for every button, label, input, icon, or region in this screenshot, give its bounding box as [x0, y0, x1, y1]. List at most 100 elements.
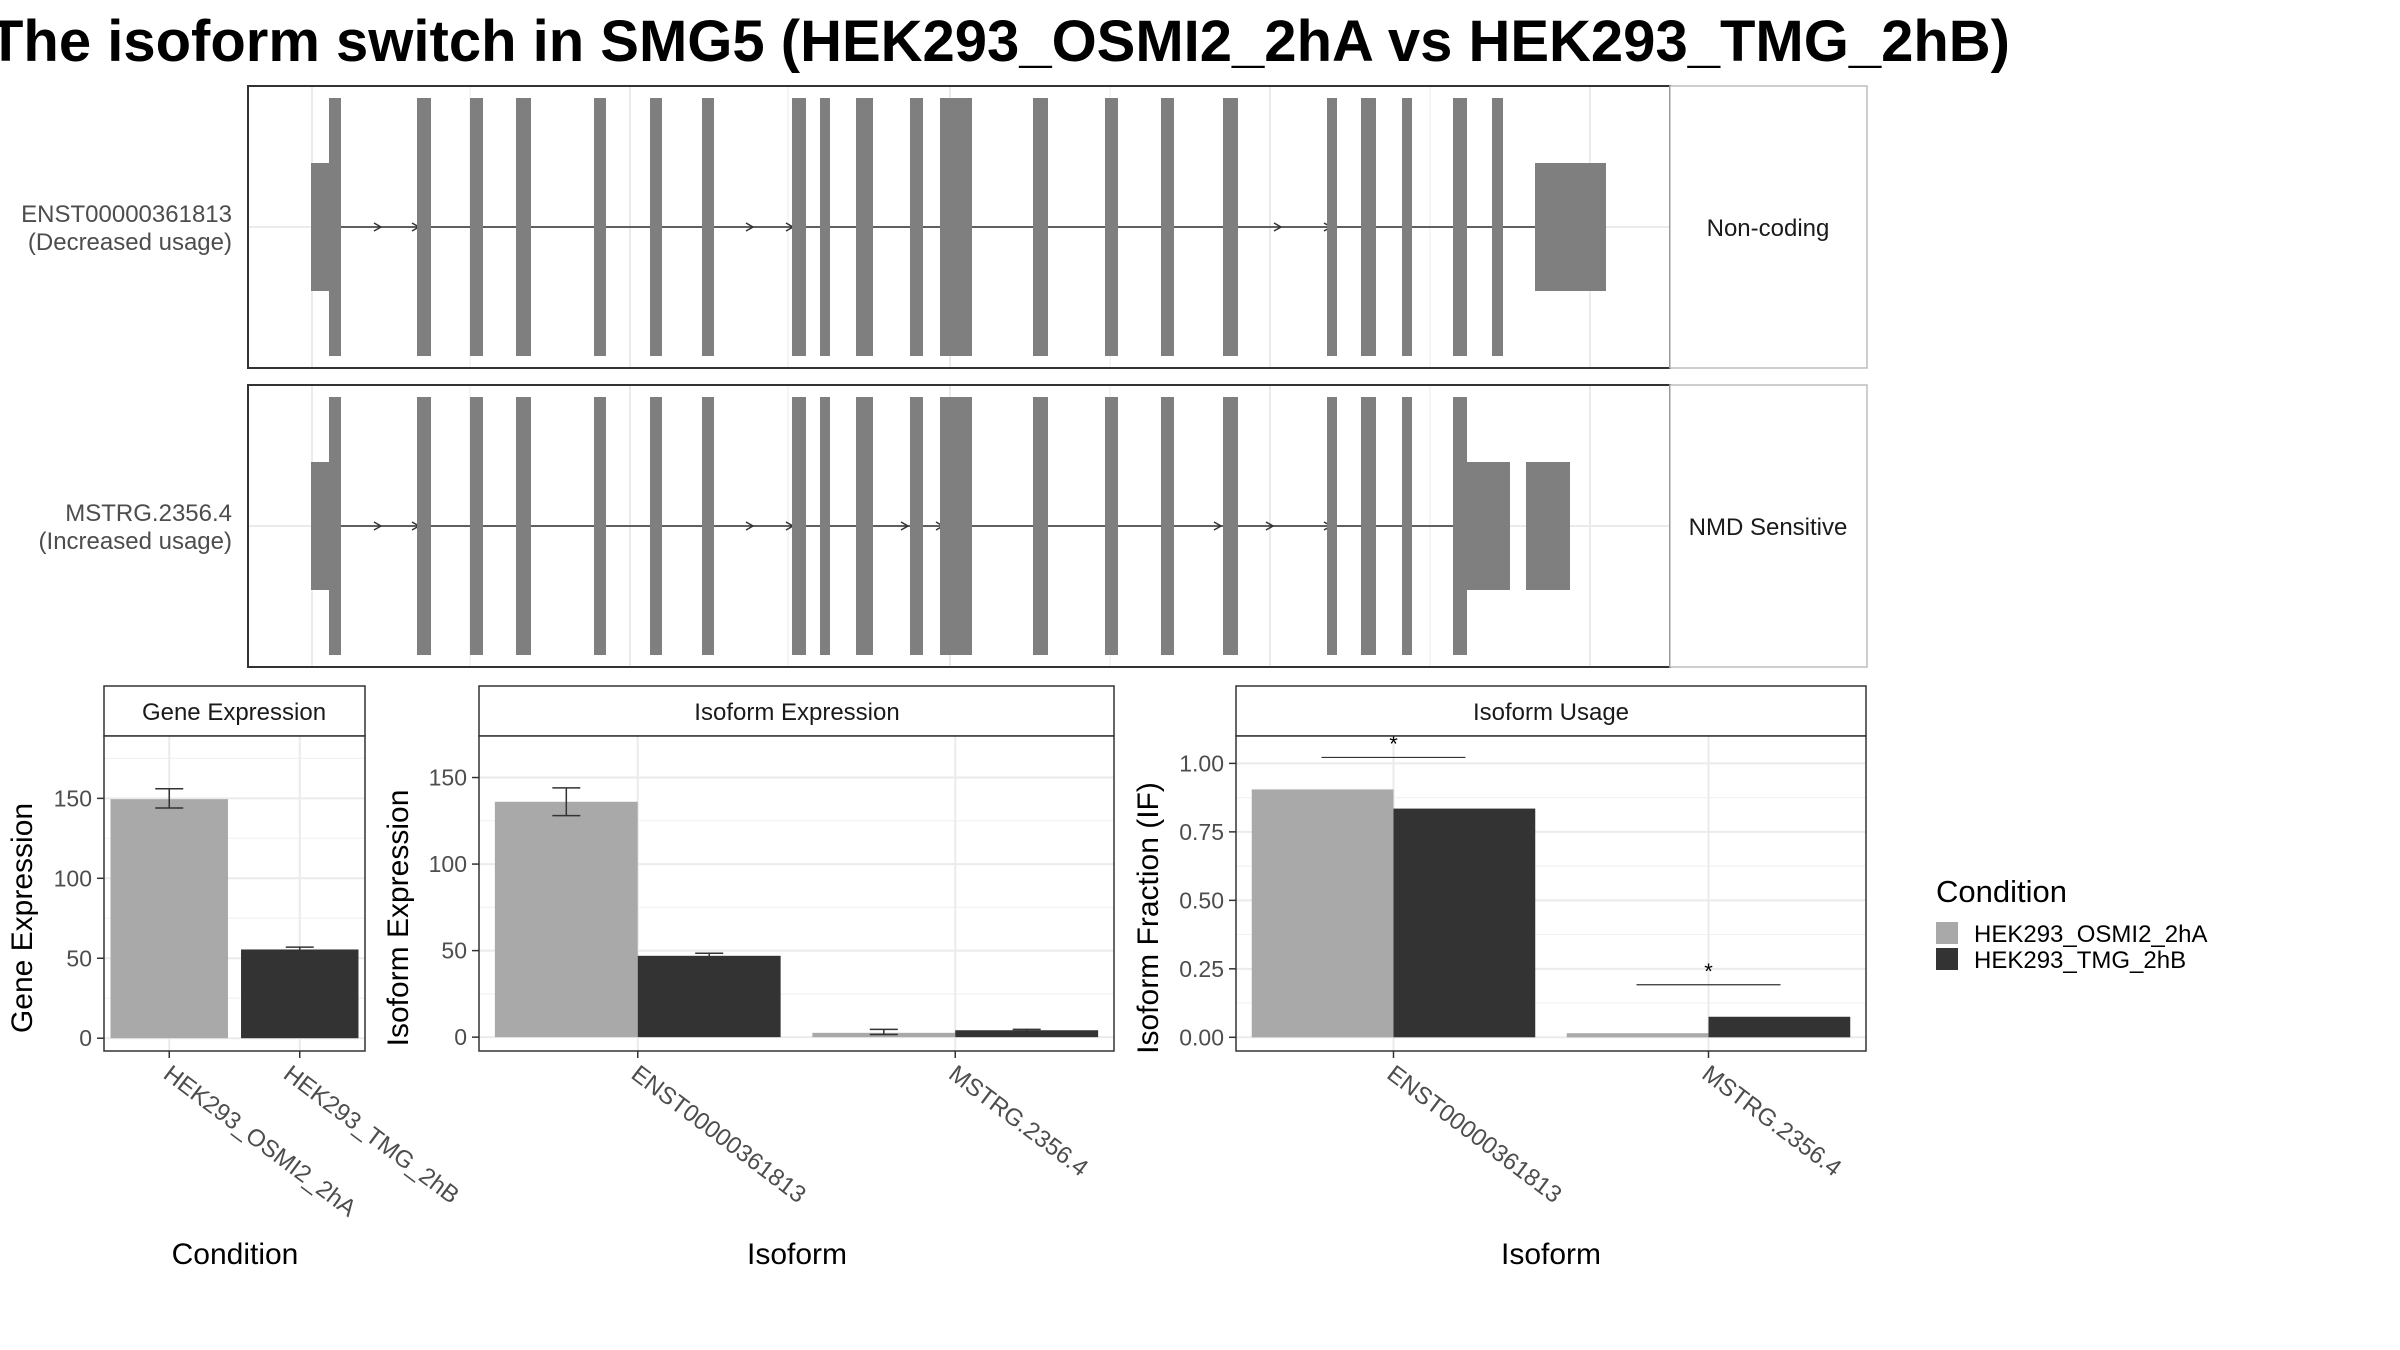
exon: [1361, 397, 1376, 655]
transcript-type-strip-1: [1669, 85, 1868, 369]
isoform-expression-y-tick-label: 50: [441, 938, 467, 964]
exon: [1105, 98, 1118, 356]
isoform-usage-x-axis-label: Isoform: [1501, 1238, 1601, 1271]
isoform-usage-x-tick-label: MSTRG.2356.4: [1697, 1060, 1846, 1182]
gene-expression-bar: [110, 799, 228, 1039]
isoform-expression-x-tick-label: ENST00000361813: [626, 1060, 811, 1208]
exon: [417, 397, 431, 655]
exon: [1223, 397, 1238, 655]
exon: [820, 98, 830, 356]
exon: [1327, 98, 1337, 356]
gene-expression-y-axis-label: Gene Expression: [6, 803, 39, 1033]
isoform-expression-x-axis-label: Isoform: [747, 1238, 847, 1271]
utr-exon: [311, 462, 329, 590]
gene-expression-panel-title: Gene Expression: [142, 699, 326, 726]
exon: [792, 98, 806, 356]
isoform-usage-significance-star: *: [1704, 959, 1713, 984]
exon: [1492, 98, 1503, 356]
isoform-expression-panel-border: [478, 735, 1115, 1052]
isoform-usage-y-tick-label: 0.75: [1179, 819, 1224, 845]
isoform-expression-y-tick-label: 0: [454, 1024, 467, 1050]
exon: [792, 397, 806, 655]
exon: [417, 98, 431, 356]
exon: [940, 98, 972, 356]
exon: [820, 397, 830, 655]
exon: [702, 98, 714, 356]
exon: [516, 98, 531, 356]
transcript-structure-panels: Non-coding NMD Sensitive ENST00000361813…: [21, 85, 1868, 668]
isoform-expression-error-bar: [695, 952, 724, 960]
isoform-expression-bar: [955, 1030, 1099, 1038]
legend-label-2: HEK293_TMG_2hB: [1974, 947, 2186, 974]
exon: [856, 397, 873, 655]
gene-expression-bar: [241, 949, 359, 1039]
isoform-usage-significance-star: *: [1389, 731, 1398, 756]
exon: [650, 397, 662, 655]
intron-direction-arrow: [373, 521, 383, 531]
isoform-usage-y-tick-label: 1.00: [1179, 750, 1224, 776]
gene-expression-y-tick-label: 50: [66, 945, 92, 971]
exon: [1453, 98, 1467, 356]
legend-swatch-2: [1936, 948, 1958, 970]
exon: [702, 397, 714, 655]
isoform-expression-y-tick-label: 150: [429, 765, 467, 791]
page-title: The isoform switch in SMG5 (HEK293_OSMI2…: [0, 9, 2010, 74]
exon: [329, 397, 341, 655]
legend-swatch-1: [1936, 922, 1958, 944]
isoform-usage-panel-title: Isoform Usage: [1473, 699, 1629, 726]
gene-expression-y-tick-label: 150: [54, 785, 92, 811]
exon: [516, 397, 531, 655]
exon: [910, 397, 923, 655]
exon: [594, 98, 606, 356]
intron-direction-arrow: [1213, 521, 1223, 531]
intron-direction-arrow: [373, 222, 383, 232]
exon: [1361, 98, 1376, 356]
isoform-usage-chart: Isoform Usage Isoform Isoform Fraction (…: [1132, 685, 1867, 1271]
utr-exon: [1467, 462, 1510, 590]
exon: [1223, 98, 1238, 356]
isoform-usage-y-tick-label: 0.00: [1179, 1024, 1224, 1050]
intron-direction-arrow: [1265, 521, 1275, 531]
isoform-usage-y-tick-label: 0.50: [1179, 887, 1224, 913]
isoform-usage-x-tick-label: ENST00000361813: [1382, 1060, 1567, 1208]
isoform-expression-strip: [478, 685, 1115, 737]
gene-expression-y-tick-label: 0: [79, 1025, 92, 1051]
legend-label-1: HEK293_OSMI2_2hA: [1974, 921, 2207, 948]
isoform-expression-panel-title: Isoform Expression: [694, 699, 899, 726]
exon: [1327, 397, 1337, 655]
isoform-expression-bar: [637, 955, 781, 1038]
gene-expression-y-tick-label: 100: [54, 865, 92, 891]
exon: [1453, 397, 1467, 655]
isoform-usage-bar: [1566, 1033, 1709, 1038]
exon: [1161, 98, 1174, 356]
gene-expression-strip: [103, 685, 366, 737]
exon: [910, 98, 923, 356]
isoform-usage-y-tick-label: 0.25: [1179, 956, 1224, 982]
exon: [1402, 98, 1412, 356]
isoform-usage-panel-border: [1235, 735, 1867, 1052]
isoform-expression-y-tick-label: 100: [429, 851, 467, 877]
isoform-expression-bar: [494, 801, 638, 1038]
intron-direction-arrow: [745, 521, 755, 531]
transcript-id-label-2: MSTRG.2356.4: [65, 500, 232, 527]
isoform-expression-error-bar: [552, 787, 581, 817]
legend: Condition HEK293_OSMI2_2hA HEK293_TMG_2h…: [1936, 874, 2207, 974]
utr-exon: [311, 163, 329, 291]
exon: [329, 98, 341, 356]
transcript-type-label-2: NMD Sensitive: [1689, 514, 1848, 541]
isoform-usage-strip: [1235, 685, 1867, 737]
gene-expression-error-bar: [285, 946, 314, 953]
gene-expression-x-axis-label: Condition: [172, 1238, 299, 1271]
intron-direction-arrow: [1273, 222, 1283, 232]
legend-title: Condition: [1936, 874, 2067, 909]
intron-direction-arrow: [745, 222, 755, 232]
exon: [1033, 397, 1048, 655]
isoform-expression-error-bar: [869, 1028, 898, 1036]
exon: [594, 397, 606, 655]
exon: [1402, 397, 1412, 655]
exon: [470, 98, 483, 356]
isoform-expression-y-axis-label: Isoform Expression: [382, 790, 415, 1047]
gene-expression-panel-border: [103, 735, 366, 1052]
isoform-usage-bar: [1708, 1016, 1851, 1038]
transcript-usage-label-1: (Decreased usage): [28, 229, 232, 256]
